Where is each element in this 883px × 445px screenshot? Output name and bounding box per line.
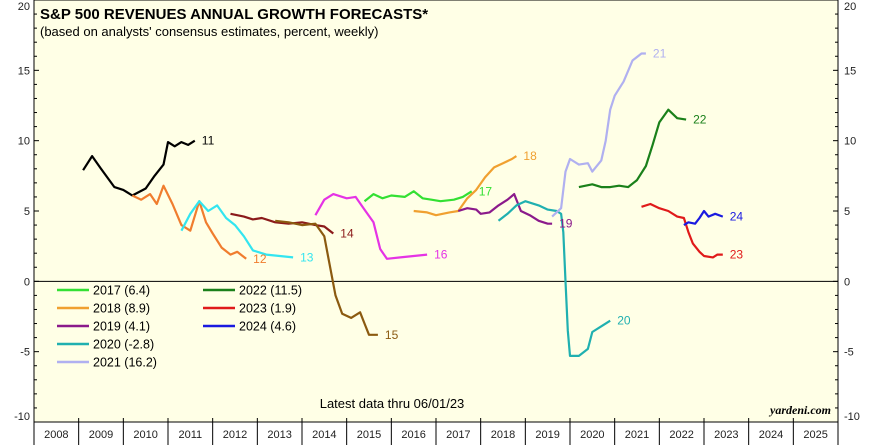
legend-label: 2020 (-2.8) xyxy=(93,338,154,352)
series-label-17: 17 xyxy=(479,184,493,198)
series-label-24: 24 xyxy=(730,210,744,224)
x-tick-label: 2017 xyxy=(446,429,470,441)
x-tick-label: 2018 xyxy=(491,429,515,441)
series-lines xyxy=(82,52,724,357)
x-tick-label: 2025 xyxy=(803,429,827,441)
legend-label: 2018 (8.9) xyxy=(93,302,150,316)
x-tick-label: 2008 xyxy=(44,429,68,441)
y-tick-label-right: 5 xyxy=(844,206,850,218)
series-label-12: 12 xyxy=(253,252,267,266)
series-line-11 xyxy=(82,139,196,197)
series-line-24 xyxy=(683,209,724,227)
y-tick-label-right: 15 xyxy=(844,65,856,77)
series-line-22 xyxy=(578,108,687,189)
x-tick-label: 2023 xyxy=(714,429,738,441)
series-line-21 xyxy=(551,52,646,218)
y-tick-label-right: -5 xyxy=(844,347,854,359)
y-tick-label-right: 10 xyxy=(844,136,856,148)
series-label-11: 11 xyxy=(202,134,215,148)
y-tick-label-right: 20 xyxy=(844,1,856,13)
x-tick-label: 2010 xyxy=(133,429,157,441)
y-axis-right: -10 -5 0 5 10 15 20 xyxy=(833,0,860,423)
chart-title: S&P 500 REVENUES ANNUAL GROWTH FORECASTS… xyxy=(40,6,428,23)
series-line-13 xyxy=(180,200,294,259)
x-tick-label: 2009 xyxy=(89,429,113,441)
latest-data-note: Latest data thru 06/01/23 xyxy=(320,396,465,411)
series-line-19 xyxy=(457,193,553,225)
y-tick-label-left: 0 xyxy=(24,276,30,288)
x-tick-label: 2024 xyxy=(759,429,783,441)
y-tick-label-left: 15 xyxy=(18,65,30,77)
legend: 2017 (6.4) 2018 (8.9) 2019 (4.1) 2020 (-2.8… xyxy=(57,284,302,370)
chart-subtitle: (based on analysts' consensus estimates,… xyxy=(40,24,378,39)
x-tick-label: 2020 xyxy=(580,429,604,441)
source-label: yardeni.com xyxy=(768,403,831,417)
series-label-18: 18 xyxy=(523,149,537,163)
y-tick-label-right: 0 xyxy=(844,276,850,288)
x-tick-label: 2011 xyxy=(179,429,203,441)
legend-label: 2023 (1.9) xyxy=(239,302,296,316)
y-tick-label-left: -5 xyxy=(20,347,30,359)
x-tick-label: 2022 xyxy=(669,429,693,441)
series-line-15 xyxy=(275,219,378,336)
series-label-20: 20 xyxy=(617,314,631,328)
series-line-14 xyxy=(230,212,334,235)
x-tick-label: 2016 xyxy=(401,429,425,441)
series-label-15: 15 xyxy=(385,328,399,342)
series-line-18 xyxy=(413,155,517,217)
series-line-12 xyxy=(131,184,247,260)
series-label-13: 13 xyxy=(300,250,314,264)
series-label-21: 21 xyxy=(653,46,667,60)
series-line-23 xyxy=(641,202,723,259)
series-label-19: 19 xyxy=(559,217,573,231)
y-tick-label-left: -10 xyxy=(14,411,30,423)
x-axis: 2008 2009 2010 2011 2012 2013 2014 2015 2016 2017… xyxy=(33,418,839,445)
x-tick-label: 2012 xyxy=(223,429,247,441)
x-tick-label: 2015 xyxy=(357,429,381,441)
legend-label: 2021 (16.2) xyxy=(93,356,157,370)
x-tick-label: 2021 xyxy=(625,429,649,441)
series-line-16 xyxy=(314,193,428,260)
y-tick-label-right: -10 xyxy=(844,411,860,423)
legend-label: 2022 (11.5) xyxy=(239,284,302,298)
series-label-14: 14 xyxy=(340,227,354,241)
y-axis-left: -10 -5 0 5 10 15 20 xyxy=(14,0,39,423)
y-tick-label-left: 5 xyxy=(24,206,30,218)
legend-label: 2017 (6.4) xyxy=(93,284,150,298)
series-label-23: 23 xyxy=(730,248,744,262)
series-line-17 xyxy=(363,190,473,203)
legend-label: 2024 (4.6) xyxy=(239,320,296,334)
x-tick-label: 2019 xyxy=(535,429,559,441)
y-tick-label-left: 20 xyxy=(18,1,30,13)
x-tick-label: 2013 xyxy=(267,429,291,441)
series-line-20 xyxy=(497,200,611,357)
x-tick-label: 2014 xyxy=(312,429,336,441)
series-label-16: 16 xyxy=(434,248,448,262)
legend-label: 2019 (4.1) xyxy=(93,320,150,334)
series-labels: 11 12 13 14 15 16 17 18 19 20 21 22 23 24 xyxy=(202,46,744,341)
series-label-22: 22 xyxy=(693,113,707,127)
y-tick-label-left: 10 xyxy=(18,136,30,148)
